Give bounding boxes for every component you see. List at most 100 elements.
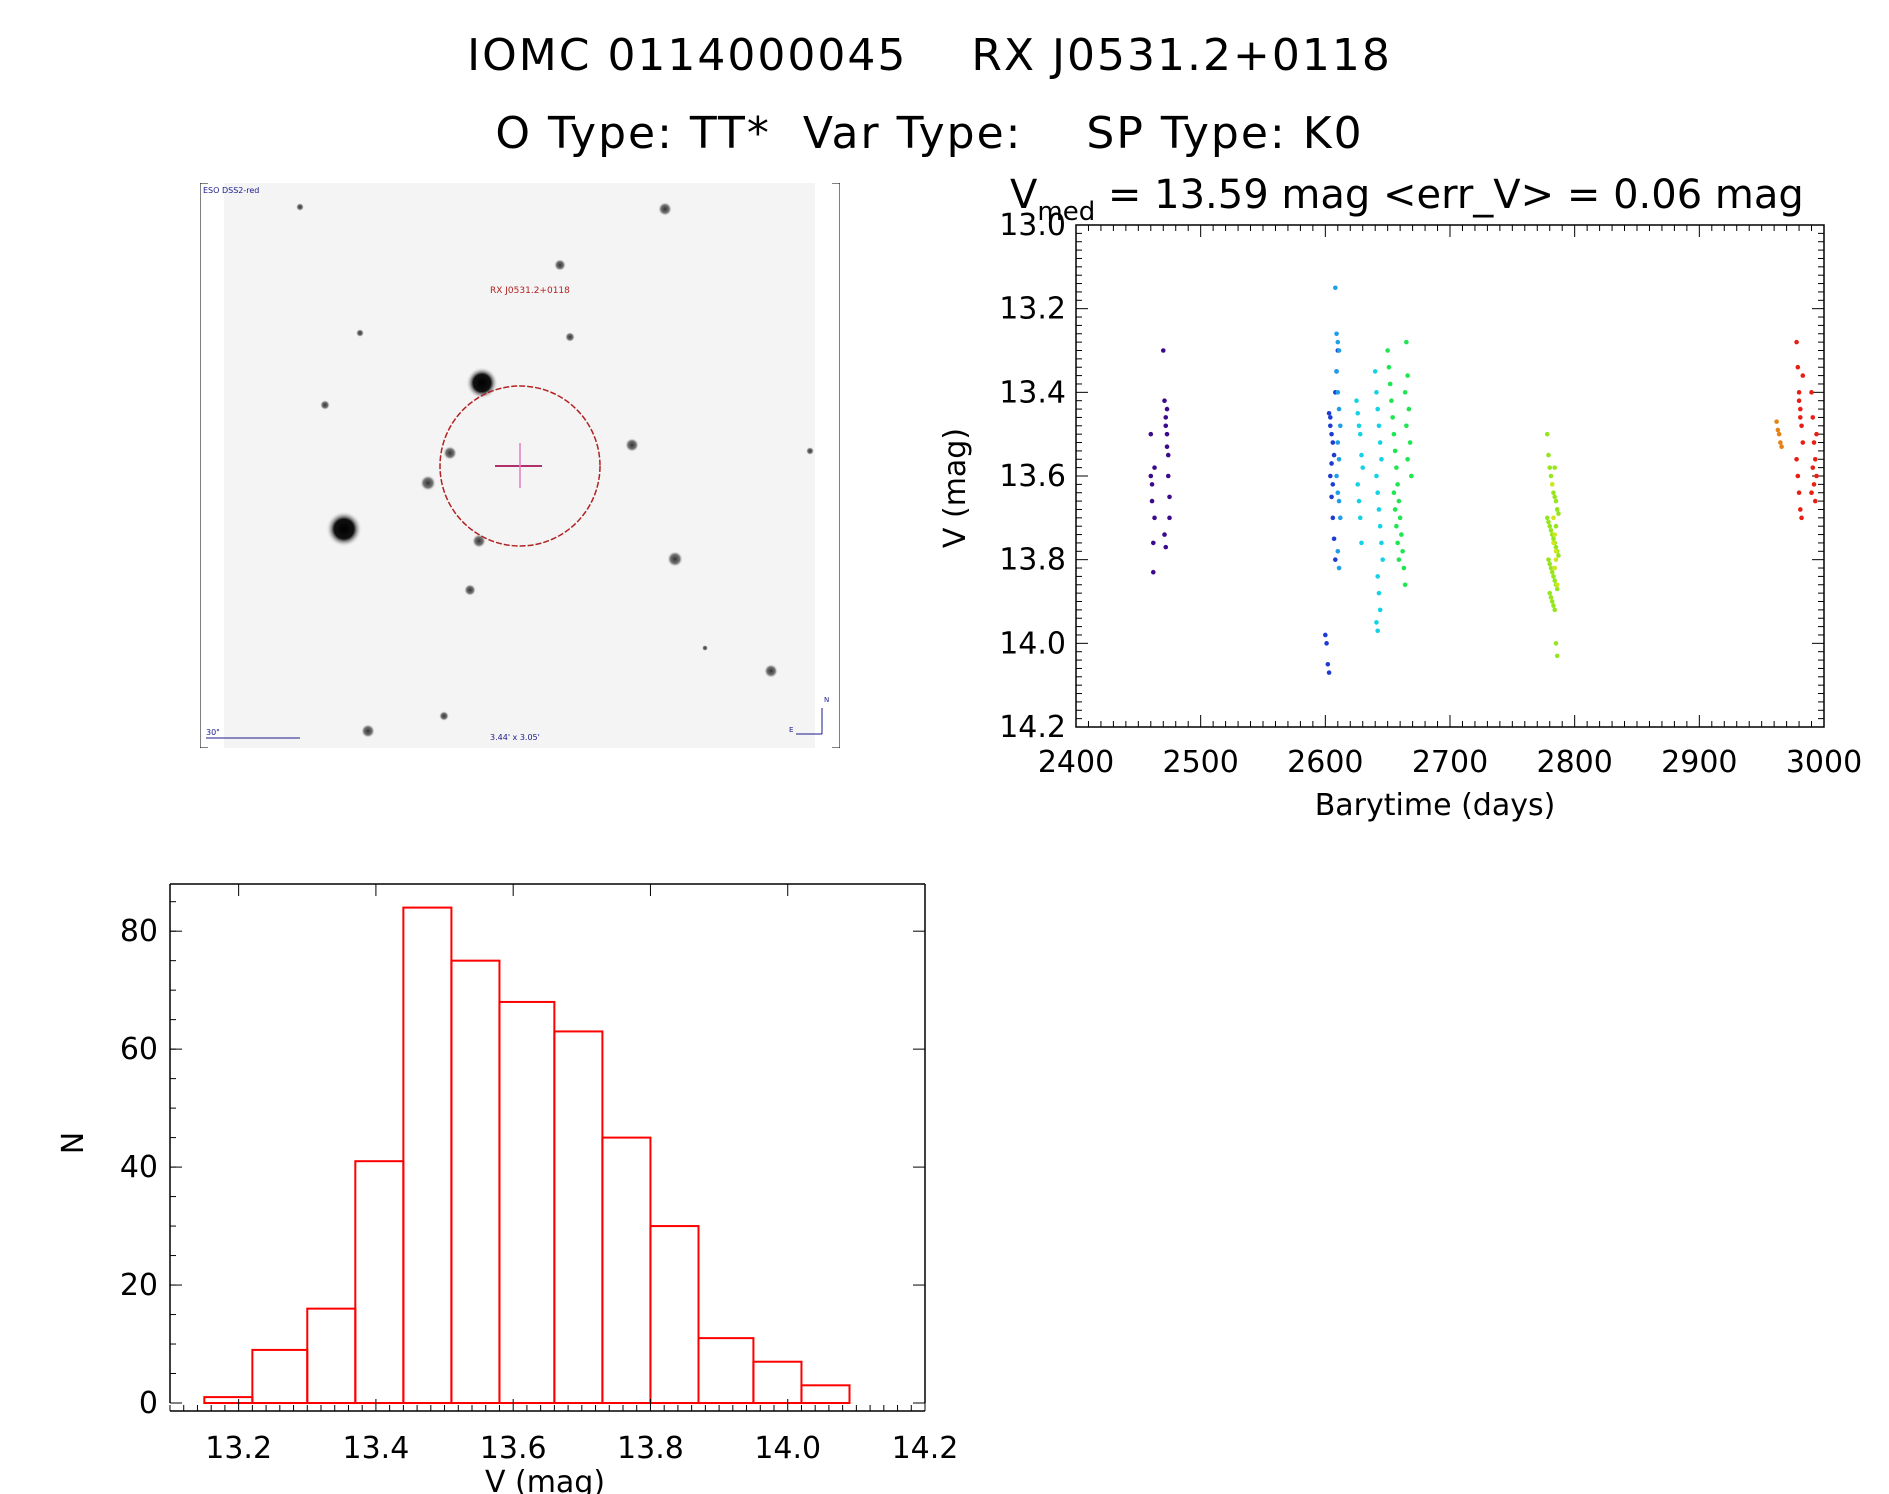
lc-data-point bbox=[1800, 440, 1806, 445]
lc-data-point bbox=[1148, 431, 1154, 437]
star bbox=[565, 332, 575, 342]
object-name: RX J0531.2+0118 bbox=[971, 30, 1392, 81]
lc-data-point bbox=[1799, 423, 1804, 429]
star bbox=[658, 202, 672, 216]
lc-data-point bbox=[1377, 523, 1383, 529]
hist-y-tick-label: 40 bbox=[120, 1150, 158, 1185]
hist-bar bbox=[354, 1160, 405, 1404]
lc-data-point bbox=[1375, 628, 1380, 634]
hist-y-tick-label: 0 bbox=[139, 1386, 158, 1421]
lc-data-point bbox=[1396, 557, 1402, 562]
lc-x-tick-label: 2700 bbox=[1412, 745, 1488, 780]
lc-data-point bbox=[1374, 473, 1379, 479]
target-circle bbox=[439, 385, 601, 547]
star bbox=[806, 447, 814, 455]
lc-data-point bbox=[1326, 670, 1332, 675]
lc-data-point bbox=[1547, 465, 1553, 470]
hist-y-tick-label: 80 bbox=[120, 914, 158, 949]
lc-data-point bbox=[1167, 494, 1172, 500]
lc-data-point bbox=[1394, 523, 1399, 529]
lc-data-point bbox=[1149, 498, 1155, 504]
lc-data-point bbox=[1150, 569, 1156, 575]
hist-bar bbox=[251, 1348, 309, 1404]
hist-y-tick-label: 20 bbox=[120, 1268, 158, 1303]
lc-axes-frame bbox=[1075, 224, 1825, 728]
lc-data-point bbox=[1404, 423, 1409, 429]
lc-data-point bbox=[1794, 339, 1799, 345]
chart-title-line1: IOMC 0114000045 RX J0531.2+0118 bbox=[0, 30, 1874, 81]
lc-y-tick-label: 13.0 bbox=[999, 208, 1066, 243]
lc-data-point bbox=[1774, 419, 1779, 424]
lc-data-point bbox=[1335, 339, 1341, 345]
lc-data-point bbox=[1356, 498, 1362, 504]
lc-data-point bbox=[1547, 561, 1553, 567]
lc-data-point bbox=[1323, 632, 1328, 638]
lc-data-point bbox=[1336, 348, 1342, 353]
lc-data-point bbox=[1379, 540, 1384, 546]
lc-data-point bbox=[1549, 482, 1555, 487]
lc-data-point bbox=[1375, 574, 1380, 579]
lc-data-point bbox=[1356, 423, 1362, 429]
lc-title: Vmed = 13.59 mag <err_V> = 0.06 mag bbox=[1010, 172, 1804, 227]
lc-data-point bbox=[1406, 406, 1412, 412]
lc-data-point bbox=[1324, 641, 1329, 646]
object-type: O Type: TT* bbox=[495, 108, 771, 159]
lc-x-tick-label: 2500 bbox=[1162, 745, 1238, 780]
lc-data-point bbox=[1335, 549, 1341, 554]
lc-data-point bbox=[1335, 490, 1341, 496]
hist-bar bbox=[306, 1307, 357, 1404]
lc-title-prefix: V bbox=[1010, 172, 1038, 218]
var-type: Var Type: bbox=[802, 108, 1023, 159]
lc-data-point bbox=[1552, 565, 1558, 571]
finder-right-margin bbox=[815, 183, 840, 748]
lc-data-point bbox=[1809, 490, 1814, 496]
lc-data-point bbox=[1162, 398, 1167, 403]
spectral-type: SP Type: K0 bbox=[1086, 108, 1364, 159]
lc-data-point bbox=[1390, 415, 1395, 420]
lc-data-point bbox=[1552, 532, 1558, 537]
star bbox=[296, 203, 304, 211]
lc-data-point bbox=[1814, 431, 1819, 437]
hist-x-tick-label: 14.0 bbox=[754, 1431, 821, 1466]
lc-data-point bbox=[1359, 452, 1364, 458]
lc-x-tick-label: 2400 bbox=[1038, 745, 1114, 780]
lc-y-tick-label: 14.0 bbox=[999, 626, 1066, 661]
lc-data-point bbox=[1330, 515, 1336, 521]
lc-x-tick-label: 3000 bbox=[1786, 745, 1862, 780]
hist-bar bbox=[752, 1360, 803, 1405]
lc-data-point bbox=[1149, 482, 1155, 487]
lc-data-point bbox=[1796, 390, 1802, 395]
lc-data-point bbox=[1546, 519, 1551, 525]
lc-data-point bbox=[1331, 536, 1337, 542]
lc-data-point bbox=[1355, 410, 1361, 416]
lc-data-point bbox=[1548, 528, 1554, 533]
lc-data-point bbox=[1163, 544, 1169, 550]
hist-x-tick-label: 14.2 bbox=[892, 1431, 959, 1466]
compass-east-label: E bbox=[789, 726, 793, 734]
star bbox=[320, 400, 330, 410]
lc-data-point bbox=[1401, 565, 1407, 571]
lc-data-point bbox=[1162, 532, 1167, 537]
finder-chart: RX J0531.2+0118 ESO DSS2-red 30" 3.44' x… bbox=[200, 183, 840, 748]
lc-data-point bbox=[1335, 390, 1341, 395]
lc-data-point bbox=[1389, 398, 1394, 403]
lc-y-tick-label: 13.2 bbox=[999, 292, 1066, 327]
lc-data-point bbox=[1333, 285, 1338, 291]
lc-data-point bbox=[1812, 498, 1818, 504]
lc-data-point bbox=[1409, 473, 1414, 479]
lc-data-point bbox=[1336, 456, 1342, 462]
lc-data-point bbox=[1395, 540, 1400, 546]
hist-x-tick-label: 13.8 bbox=[617, 1431, 684, 1466]
lc-y-tick-label: 13.4 bbox=[999, 375, 1066, 410]
lc-x-tick-label: 2600 bbox=[1287, 745, 1363, 780]
lc-data-point bbox=[1402, 582, 1408, 588]
lc-data-point bbox=[1374, 390, 1379, 395]
lc-data-point bbox=[1551, 540, 1556, 546]
lc-data-point bbox=[1152, 465, 1157, 470]
lc-data-point bbox=[1379, 456, 1384, 462]
lc-data-point bbox=[1549, 569, 1555, 575]
lc-data-point bbox=[1394, 465, 1399, 470]
lc-data-point bbox=[1377, 607, 1383, 613]
lc-data-point bbox=[1554, 586, 1560, 592]
lc-data-point bbox=[1549, 599, 1555, 604]
